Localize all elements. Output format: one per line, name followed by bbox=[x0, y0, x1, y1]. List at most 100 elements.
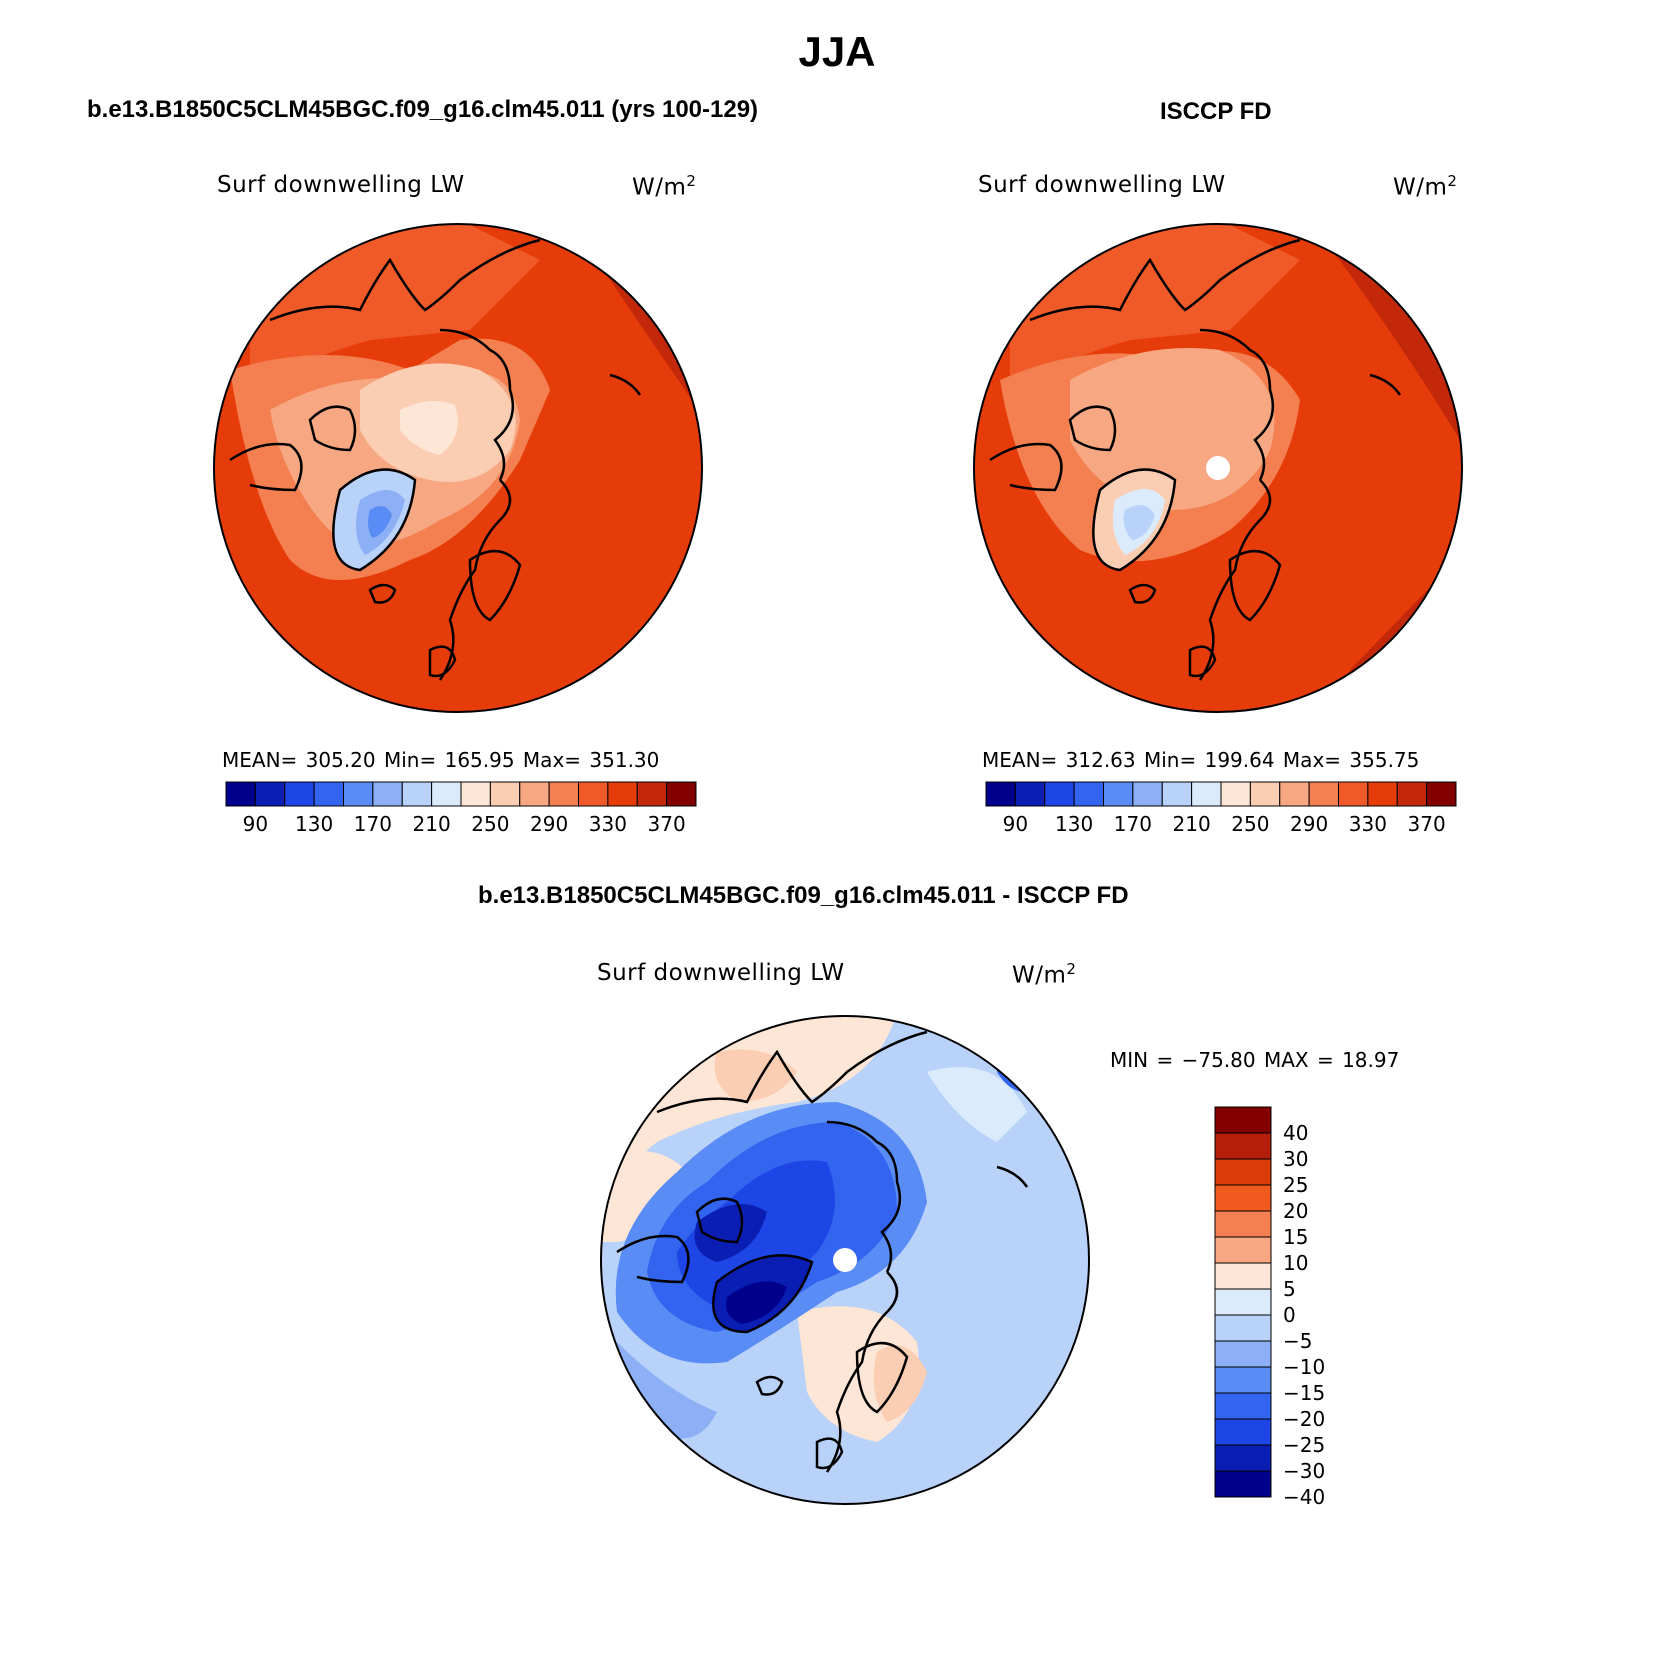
diff-panel-header: b.e13.B1850C5CLM45BGC.f09_g16.clm45.011 … bbox=[478, 882, 1129, 909]
diff-colorbar-tick-label: 20 bbox=[1283, 1199, 1309, 1223]
diff-colorbar-tick-label: −40 bbox=[1283, 1485, 1326, 1509]
model-coastlines bbox=[229, 238, 642, 681]
obs-coastlines bbox=[989, 238, 1402, 681]
diff-colorbar-tick-label: 15 bbox=[1283, 1225, 1309, 1249]
diff-colorbar-swatch bbox=[1214, 1236, 1272, 1264]
colorbar-swatch bbox=[1132, 781, 1163, 807]
colorbar-swatch bbox=[460, 781, 491, 807]
colorbar-swatch bbox=[636, 781, 668, 807]
colorbar-tick-label: 210 bbox=[1172, 812, 1211, 836]
diff-variable-label: Surf downwelling LW bbox=[597, 960, 845, 986]
diff-colorbar-swatch bbox=[1214, 1210, 1272, 1238]
diff-colorbar-tick-label: −5 bbox=[1283, 1329, 1313, 1353]
colorbar-tick-label: 370 bbox=[647, 812, 686, 836]
colorbar-swatch bbox=[489, 781, 521, 807]
diff-colorbar-tick-label: 40 bbox=[1283, 1121, 1309, 1145]
diff-colorbar-swatch bbox=[1214, 1132, 1272, 1160]
colorbar-swatch bbox=[1073, 781, 1104, 807]
diff-colorbar-ticks: 40 30 25 20 15 10 5 0 −5 −10 −15 −20 −25 −30 −40 bbox=[1283, 1107, 1363, 1509]
colorbar-swatch bbox=[1367, 781, 1398, 807]
obs-colorbar-ticks: 90 130 170 210 250 290 330 370 bbox=[986, 812, 1456, 838]
diff-colorbar-swatch bbox=[1214, 1262, 1272, 1290]
colorbar-swatch bbox=[431, 781, 462, 807]
model-colorbar-ticks: 90 130 170 210 250 290 330 370 bbox=[226, 812, 696, 838]
colorbar-swatch bbox=[519, 781, 550, 807]
colorbar-tick-label: 290 bbox=[1290, 812, 1329, 836]
diff-colorbar-swatch bbox=[1214, 1184, 1272, 1212]
obs-variable-label: Surf downwelling LW bbox=[978, 172, 1226, 198]
colorbar-swatch bbox=[1426, 781, 1457, 807]
diff-colorbar-tick-label: 5 bbox=[1283, 1277, 1296, 1301]
diff-colorbar-swatch bbox=[1214, 1288, 1272, 1316]
colorbar-swatch bbox=[1103, 781, 1134, 807]
colorbar-swatch bbox=[1044, 781, 1075, 807]
colorbar-swatch bbox=[1220, 781, 1251, 807]
colorbar-swatch bbox=[985, 781, 1016, 807]
diff-colorbar-tick-label: −20 bbox=[1283, 1407, 1326, 1431]
colorbar-swatch bbox=[284, 781, 315, 807]
obs-map-border bbox=[973, 223, 1463, 713]
diff-pole-hole bbox=[833, 1248, 857, 1272]
obs-stats: MEAN= 312.63 Min= 199.64 Max= 355.75 bbox=[982, 748, 1420, 772]
colorbar-tick-label: 330 bbox=[588, 812, 627, 836]
diff-colorbar-swatch bbox=[1214, 1340, 1272, 1368]
diff-colorbar-tick-label: −15 bbox=[1283, 1381, 1326, 1405]
model-map-border bbox=[213, 223, 703, 713]
diff-colorbar-tick-label: 10 bbox=[1283, 1251, 1309, 1275]
colorbar-swatch bbox=[578, 781, 609, 807]
obs-panel-header: ISCCP FD bbox=[1160, 98, 1272, 125]
colorbar-swatch bbox=[225, 781, 256, 807]
colorbar-swatch bbox=[1308, 781, 1339, 807]
colorbar-tick-label: 90 bbox=[1002, 812, 1029, 836]
model-units-label: W/m2 bbox=[632, 172, 697, 201]
colorbar-swatch bbox=[254, 781, 286, 807]
colorbar-swatch bbox=[1279, 781, 1310, 807]
model-variable-label: Surf downwelling LW bbox=[217, 172, 465, 198]
colorbar-swatch bbox=[1338, 781, 1369, 807]
diff-units-label: W/m2 bbox=[1012, 960, 1077, 989]
diff-colorbar-swatch bbox=[1214, 1418, 1272, 1446]
model-panel-header: b.e13.B1850C5CLM45BGC.f09_g16.clm45.011 … bbox=[87, 96, 759, 123]
colorbar-swatch bbox=[343, 781, 374, 807]
diff-map-border bbox=[600, 1015, 1090, 1505]
colorbar-swatch bbox=[1249, 781, 1281, 807]
diff-colorbar-swatch bbox=[1214, 1314, 1272, 1342]
colorbar-swatch bbox=[607, 781, 638, 807]
colorbar-tick-label: 130 bbox=[1055, 812, 1094, 836]
diff-colorbar-tick-label: 30 bbox=[1283, 1147, 1309, 1171]
diff-colorbar-tick-label: −25 bbox=[1283, 1433, 1326, 1457]
colorbar-tick-label: 130 bbox=[295, 812, 334, 836]
obs-pole-hole bbox=[1206, 456, 1230, 480]
diff-colorbar-tick-label: −10 bbox=[1283, 1355, 1326, 1379]
diff-coastlines bbox=[616, 1030, 1029, 1473]
colorbar-tick-label: 90 bbox=[242, 812, 269, 836]
diff-colorbar-swatch bbox=[1214, 1158, 1272, 1186]
colorbar-tick-label: 290 bbox=[530, 812, 569, 836]
diff-colorbar-swatch bbox=[1214, 1444, 1272, 1472]
colorbar-swatch bbox=[1161, 781, 1193, 807]
colorbar-tick-label: 170 bbox=[353, 812, 392, 836]
main-title: JJA bbox=[798, 28, 876, 75]
model-field-core bbox=[400, 401, 458, 455]
colorbar-swatch bbox=[372, 781, 403, 807]
obs-colorbar bbox=[985, 781, 1457, 807]
colorbar-swatch bbox=[1191, 781, 1222, 807]
diff-colorbar-tick-label: 25 bbox=[1283, 1173, 1309, 1197]
obs-units-label: W/m2 bbox=[1393, 172, 1458, 201]
diff-stats: MIN = −75.80 MAX = 18.97 bbox=[1110, 1048, 1400, 1072]
colorbar-tick-label: 370 bbox=[1407, 812, 1446, 836]
diff-colorbar bbox=[1214, 1106, 1272, 1498]
colorbar-swatch bbox=[401, 781, 433, 807]
diff-colorbar-swatch bbox=[1214, 1470, 1272, 1498]
model-polar-map bbox=[213, 223, 703, 713]
diff-colorbar-tick-label: −30 bbox=[1283, 1459, 1326, 1483]
colorbar-tick-label: 250 bbox=[1231, 812, 1270, 836]
colorbar-swatch bbox=[313, 781, 344, 807]
obs-polar-map bbox=[973, 223, 1463, 713]
model-field-greenland-inner bbox=[367, 506, 392, 538]
colorbar-tick-label: 170 bbox=[1113, 812, 1152, 836]
diff-colorbar-swatch bbox=[1214, 1392, 1272, 1420]
colorbar-tick-label: 250 bbox=[471, 812, 510, 836]
diff-colorbar-tick-label: 0 bbox=[1283, 1303, 1296, 1327]
diff-colorbar-swatch bbox=[1214, 1106, 1272, 1134]
